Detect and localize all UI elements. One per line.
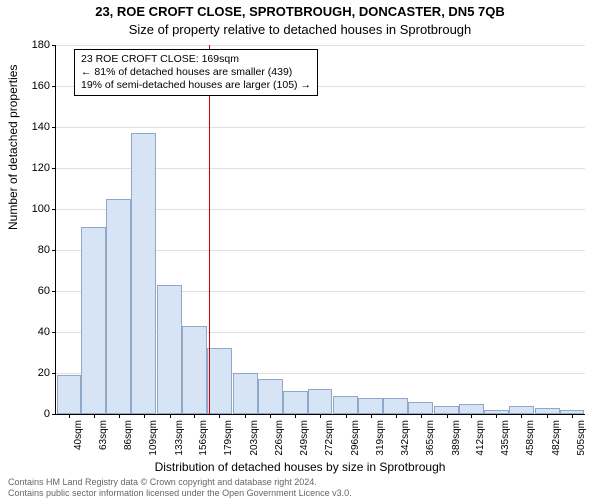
x-tick-mark bbox=[447, 414, 448, 418]
x-tick-mark bbox=[144, 414, 145, 418]
x-tick-label: 482sqm bbox=[551, 420, 562, 456]
x-tick-mark bbox=[521, 414, 522, 418]
x-tick-label: 226sqm bbox=[274, 420, 285, 456]
histogram-bar bbox=[358, 398, 383, 414]
x-tick-label: 296sqm bbox=[350, 420, 361, 456]
x-tick-mark bbox=[219, 414, 220, 418]
y-tick-label: 0 bbox=[44, 408, 50, 420]
histogram-bar bbox=[258, 379, 283, 414]
x-tick-label: 63sqm bbox=[98, 420, 109, 450]
x-tick-mark bbox=[170, 414, 171, 418]
y-tick-label: 80 bbox=[38, 244, 50, 256]
y-tick-mark bbox=[52, 168, 56, 169]
y-tick-mark bbox=[52, 209, 56, 210]
x-tick-label: 86sqm bbox=[123, 420, 134, 450]
y-tick-label: 100 bbox=[32, 203, 50, 215]
x-tick-label: 319sqm bbox=[375, 420, 386, 456]
annotation-box: 23 ROE CROFT CLOSE: 169sqm ← 81% of deta… bbox=[74, 49, 318, 96]
x-tick-label: 458sqm bbox=[525, 420, 536, 456]
y-tick-label: 160 bbox=[32, 80, 50, 92]
histogram-bar bbox=[106, 199, 131, 414]
x-tick-label: 133sqm bbox=[174, 420, 185, 456]
x-tick-mark bbox=[194, 414, 195, 418]
histogram-bar bbox=[182, 326, 207, 414]
x-tick-label: 435sqm bbox=[500, 420, 511, 456]
x-tick-label: 505sqm bbox=[576, 420, 587, 456]
y-tick-label: 20 bbox=[38, 367, 50, 379]
annotation-line: 19% of semi-detached houses are larger (… bbox=[81, 79, 311, 92]
y-tick-label: 60 bbox=[38, 285, 50, 297]
chart-title-line1: 23, ROE CROFT CLOSE, SPROTBROUGH, DONCAS… bbox=[0, 4, 600, 19]
x-tick-mark bbox=[270, 414, 271, 418]
gridline bbox=[56, 127, 585, 128]
y-tick-label: 120 bbox=[32, 162, 50, 174]
reference-line bbox=[209, 45, 210, 414]
x-tick-mark bbox=[572, 414, 573, 418]
x-tick-mark bbox=[396, 414, 397, 418]
x-tick-mark bbox=[94, 414, 95, 418]
y-tick-mark bbox=[52, 250, 56, 251]
plot-area: 02040608010012014016018040sqm63sqm86sqm1… bbox=[55, 45, 585, 415]
footer-text: Contains HM Land Registry data © Crown c… bbox=[8, 477, 352, 498]
histogram-bar bbox=[434, 406, 459, 414]
y-tick-mark bbox=[52, 373, 56, 374]
histogram-bar bbox=[233, 373, 258, 414]
x-tick-mark bbox=[245, 414, 246, 418]
y-axis-label: Number of detached properties bbox=[6, 65, 20, 230]
x-tick-label: 342sqm bbox=[400, 420, 411, 456]
histogram-bar bbox=[509, 406, 534, 414]
y-tick-label: 40 bbox=[38, 326, 50, 338]
histogram-bar bbox=[57, 375, 82, 414]
x-tick-label: 365sqm bbox=[425, 420, 436, 456]
x-tick-label: 156sqm bbox=[198, 420, 209, 456]
x-tick-label: 412sqm bbox=[475, 420, 486, 456]
histogram-bar bbox=[383, 398, 408, 414]
chart-container: 23, ROE CROFT CLOSE, SPROTBROUGH, DONCAS… bbox=[0, 0, 600, 500]
x-tick-label: 249sqm bbox=[299, 420, 310, 456]
x-tick-mark bbox=[547, 414, 548, 418]
x-tick-mark bbox=[471, 414, 472, 418]
histogram-bar bbox=[333, 396, 358, 414]
x-tick-mark bbox=[421, 414, 422, 418]
histogram-bar bbox=[81, 227, 106, 414]
gridline bbox=[56, 45, 585, 46]
x-tick-mark bbox=[496, 414, 497, 418]
x-tick-mark bbox=[69, 414, 70, 418]
y-tick-mark bbox=[52, 127, 56, 128]
histogram-bar bbox=[157, 285, 182, 414]
x-tick-label: 203sqm bbox=[249, 420, 260, 456]
annotation-line: 23 ROE CROFT CLOSE: 169sqm bbox=[81, 53, 311, 66]
x-axis-label: Distribution of detached houses by size … bbox=[0, 460, 600, 474]
y-tick-label: 140 bbox=[32, 121, 50, 133]
histogram-bar bbox=[459, 404, 484, 414]
x-tick-mark bbox=[295, 414, 296, 418]
y-tick-mark bbox=[52, 45, 56, 46]
histogram-bar bbox=[207, 348, 232, 414]
y-tick-mark bbox=[52, 332, 56, 333]
x-tick-label: 40sqm bbox=[73, 420, 84, 450]
annotation-line: ← 81% of detached houses are smaller (43… bbox=[81, 66, 311, 79]
y-tick-mark bbox=[52, 414, 56, 415]
histogram-bar bbox=[283, 391, 308, 414]
x-tick-mark bbox=[371, 414, 372, 418]
histogram-bar bbox=[131, 133, 156, 414]
x-tick-label: 389sqm bbox=[451, 420, 462, 456]
x-tick-label: 179sqm bbox=[223, 420, 234, 456]
chart-title-line2: Size of property relative to detached ho… bbox=[0, 22, 600, 37]
x-tick-label: 109sqm bbox=[148, 420, 159, 456]
footer-line: Contains HM Land Registry data © Crown c… bbox=[8, 477, 352, 487]
x-tick-mark bbox=[119, 414, 120, 418]
x-tick-mark bbox=[320, 414, 321, 418]
y-tick-mark bbox=[52, 86, 56, 87]
x-tick-label: 272sqm bbox=[324, 420, 335, 456]
footer-line: Contains public sector information licen… bbox=[8, 488, 352, 498]
x-tick-mark bbox=[346, 414, 347, 418]
histogram-bar bbox=[408, 402, 433, 414]
y-tick-label: 180 bbox=[32, 39, 50, 51]
y-tick-mark bbox=[52, 291, 56, 292]
histogram-bar bbox=[308, 389, 333, 414]
